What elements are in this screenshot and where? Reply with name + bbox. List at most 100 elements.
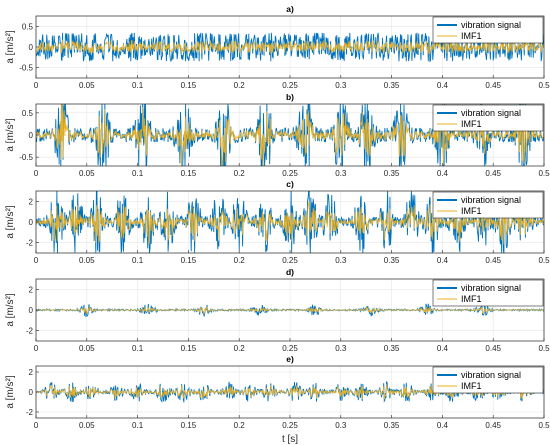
x-tick-label: 0.3	[335, 421, 347, 430]
legend-label: IMF1	[461, 206, 482, 216]
x-axis-label: t [s]	[282, 434, 298, 445]
x-tick-label: 0.4	[437, 344, 449, 353]
y-tick-label: 0	[29, 43, 34, 52]
x-tick-label: 0.5	[538, 421, 550, 430]
series-line-imf1	[36, 39, 544, 55]
x-tick-label: 0.05	[79, 344, 95, 353]
x-tick-label: 0.05	[79, 169, 95, 178]
legend-label: IMF1	[461, 294, 482, 304]
x-tick-label: 0.5	[538, 169, 550, 178]
x-tick-label: 0.35	[384, 421, 400, 430]
legend-box	[432, 191, 544, 219]
x-tick-label: 0.35	[384, 169, 400, 178]
x-tick-label: 0.3	[335, 344, 347, 353]
x-tick-label: 0.4	[437, 169, 449, 178]
y-tick-label: 0	[29, 218, 34, 227]
x-tick-label: 0.3	[335, 169, 347, 178]
panel-title: d)	[286, 267, 294, 277]
y-tick-label: 0	[29, 131, 34, 140]
y-tick-label: 0.5	[22, 22, 34, 31]
panel-c: 0 0.05 0.1 0.15 0.2 0.25 0.3 0.35 0.4 0.45 0.5-202…	[5, 179, 550, 265]
panel-d: 0 0.05 0.1 0.15 0.2 0.25 0.3 0.35 0.4 0.45 0.5-202…	[5, 267, 550, 353]
legend-label: IMF1	[461, 381, 482, 391]
series-line-imf1	[36, 306, 544, 316]
y-axis-label: a [m/s²]	[5, 205, 16, 239]
x-tick-label: 0.25	[282, 344, 298, 353]
y-tick-label: -2	[26, 408, 34, 417]
x-tick-label: 0.5	[538, 256, 550, 265]
legend-label: vibration signal	[461, 20, 521, 30]
legend-label: vibration signal	[461, 108, 521, 118]
x-tick-label: 0.1	[132, 344, 144, 353]
x-tick-label: 0.25	[282, 81, 298, 90]
legend-label: IMF1	[461, 119, 482, 129]
x-tick-label: 0.45	[485, 256, 501, 265]
x-tick-label: 0	[34, 81, 39, 90]
x-tick-label: 0.15	[181, 256, 197, 265]
panel-e: 0 0.05 0.1 0.15 0.2 0.25 0.3 0.35 0.4 0.45 0.5-202…	[5, 354, 550, 445]
x-tick-label: 0.25	[282, 169, 298, 178]
panel-a: 0 0.05 0.1 0.15 0.2 0.25 0.3 0.35 0.4 0.45 0.5 -0.5…	[5, 4, 550, 90]
y-tick-label: -2	[26, 239, 34, 248]
y-tick-label: 0	[29, 388, 34, 397]
x-tick-label: 0.35	[384, 256, 400, 265]
y-tick-label: 2	[29, 285, 34, 294]
x-tick-label: 0.3	[335, 256, 347, 265]
y-tick-label: -0.5	[19, 153, 33, 162]
x-tick-label: 0.5	[538, 344, 550, 353]
y-axis-label: a [m/s²]	[5, 30, 16, 64]
panel-title: a)	[286, 4, 294, 14]
x-tick-label: 0.1	[132, 81, 144, 90]
x-tick-label: 0.25	[282, 421, 298, 430]
legend-box	[432, 366, 544, 394]
series-line-imf1	[36, 104, 544, 166]
x-tick-label: 0.2	[234, 169, 246, 178]
legend-label: vibration signal	[461, 195, 521, 205]
panel-title: e)	[286, 354, 294, 364]
y-axis-label: a [m/s²]	[5, 293, 16, 327]
x-tick-label: 0.2	[234, 256, 246, 265]
x-tick-label: 0	[34, 256, 39, 265]
y-tick-label: -0.5	[19, 64, 33, 73]
x-tick-label: 0.5	[538, 81, 550, 90]
legend-box	[432, 16, 544, 44]
x-tick-label: 0	[34, 421, 39, 430]
y-tick-label: 0	[29, 306, 34, 315]
x-tick-label: 0.1	[132, 421, 144, 430]
panel-b: 0 0.05 0.1 0.15 0.2 0.25 0.3 0.35 0.4 0.45 0.5 -0.5…	[5, 92, 550, 178]
x-tick-label: 0.4	[437, 81, 449, 90]
legend-box	[432, 279, 544, 307]
y-tick-label: 2	[29, 197, 34, 206]
x-tick-label: 0.4	[437, 256, 449, 265]
x-tick-label: 0.05	[79, 256, 95, 265]
x-tick-label: 0.4	[437, 421, 449, 430]
x-tick-label: 0.2	[234, 344, 246, 353]
y-tick-label: 2	[29, 368, 34, 377]
x-tick-label: 0.15	[181, 169, 197, 178]
x-tick-label: 0.35	[384, 81, 400, 90]
x-tick-label: 0.15	[181, 421, 197, 430]
x-tick-label: 0.45	[485, 81, 501, 90]
x-tick-label: 0	[34, 344, 39, 353]
x-tick-label: 0.25	[282, 256, 298, 265]
y-tick-label: 0.5	[22, 109, 34, 118]
legend-label: vibration signal	[461, 370, 521, 380]
y-axis-label: a [m/s²]	[5, 375, 16, 409]
x-tick-label: 0.45	[485, 344, 501, 353]
legend-box	[432, 104, 544, 132]
x-tick-label: 0.05	[79, 421, 95, 430]
x-tick-label: 0.45	[485, 169, 501, 178]
y-tick-label: -2	[26, 327, 34, 336]
x-tick-label: 0.35	[384, 344, 400, 353]
panel-title: c)	[286, 179, 294, 189]
x-tick-label: 0.3	[335, 81, 347, 90]
x-tick-label: 0	[34, 169, 39, 178]
y-axis-label: a [m/s²]	[5, 118, 16, 152]
legend-label: IMF1	[461, 31, 482, 41]
